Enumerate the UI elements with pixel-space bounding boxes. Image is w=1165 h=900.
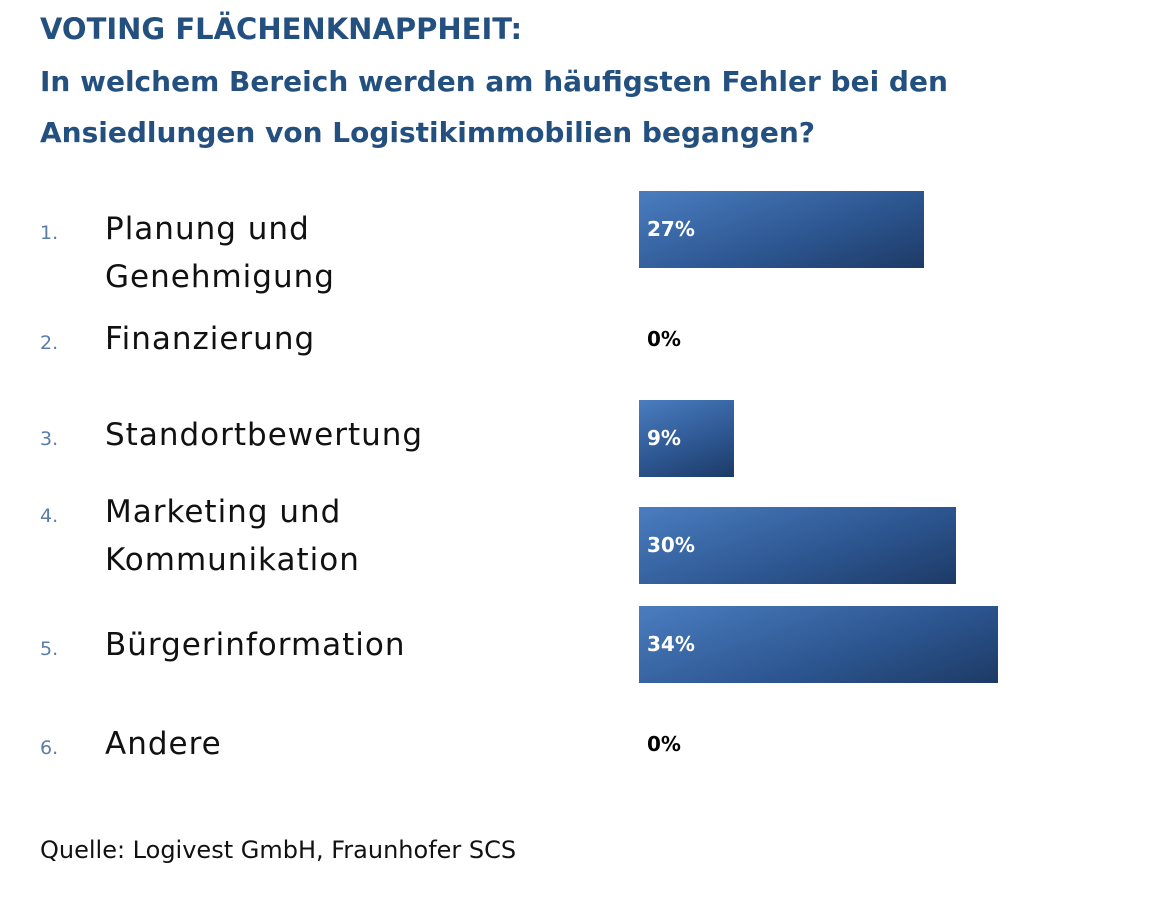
chart-title: VOTING FLÄCHENKNAPPHEIT: xyxy=(40,12,523,46)
category-number: 4. xyxy=(40,505,59,527)
category-number: 6. xyxy=(40,737,59,759)
category-label: Finanzierung xyxy=(105,321,316,357)
value-label: 0% xyxy=(647,732,681,756)
bar xyxy=(639,605,999,683)
category-row: 4. Marketing und Kommunikation xyxy=(40,488,405,584)
value-label: 27% xyxy=(647,217,695,241)
category-number: 2. xyxy=(40,332,59,354)
value-label: 30% xyxy=(647,533,695,557)
bar xyxy=(639,399,735,477)
category-label: Marketing und Kommunikation xyxy=(105,494,360,578)
category-label: Standortbewertung xyxy=(105,417,424,453)
source-note: Quelle: Logivest GmbH, Fraunhofer SCS xyxy=(40,836,517,864)
category-row: 2. Finanzierung xyxy=(40,315,405,363)
value-label: 9% xyxy=(647,426,681,450)
category-row: 3. Standortbewertung xyxy=(40,411,424,459)
category-row: 6. Andere xyxy=(40,720,405,768)
chart-subtitle: In welchem Bereich werden am häufigsten … xyxy=(40,65,948,149)
category-label: Andere xyxy=(105,726,222,762)
category-number: 1. xyxy=(40,222,59,244)
category-label: Bürgerinformation xyxy=(105,627,406,663)
category-label: Planung und Genehmigung xyxy=(105,211,335,295)
value-label: 0% xyxy=(647,327,681,351)
category-row: 5. Bürgerinformation xyxy=(40,621,405,669)
category-number: 3. xyxy=(40,428,59,450)
bar xyxy=(639,190,925,268)
value-label: 34% xyxy=(647,632,695,656)
category-number: 5. xyxy=(40,638,59,660)
category-row: 1. Planung und Genehmigung xyxy=(40,205,405,301)
bar xyxy=(639,506,956,584)
